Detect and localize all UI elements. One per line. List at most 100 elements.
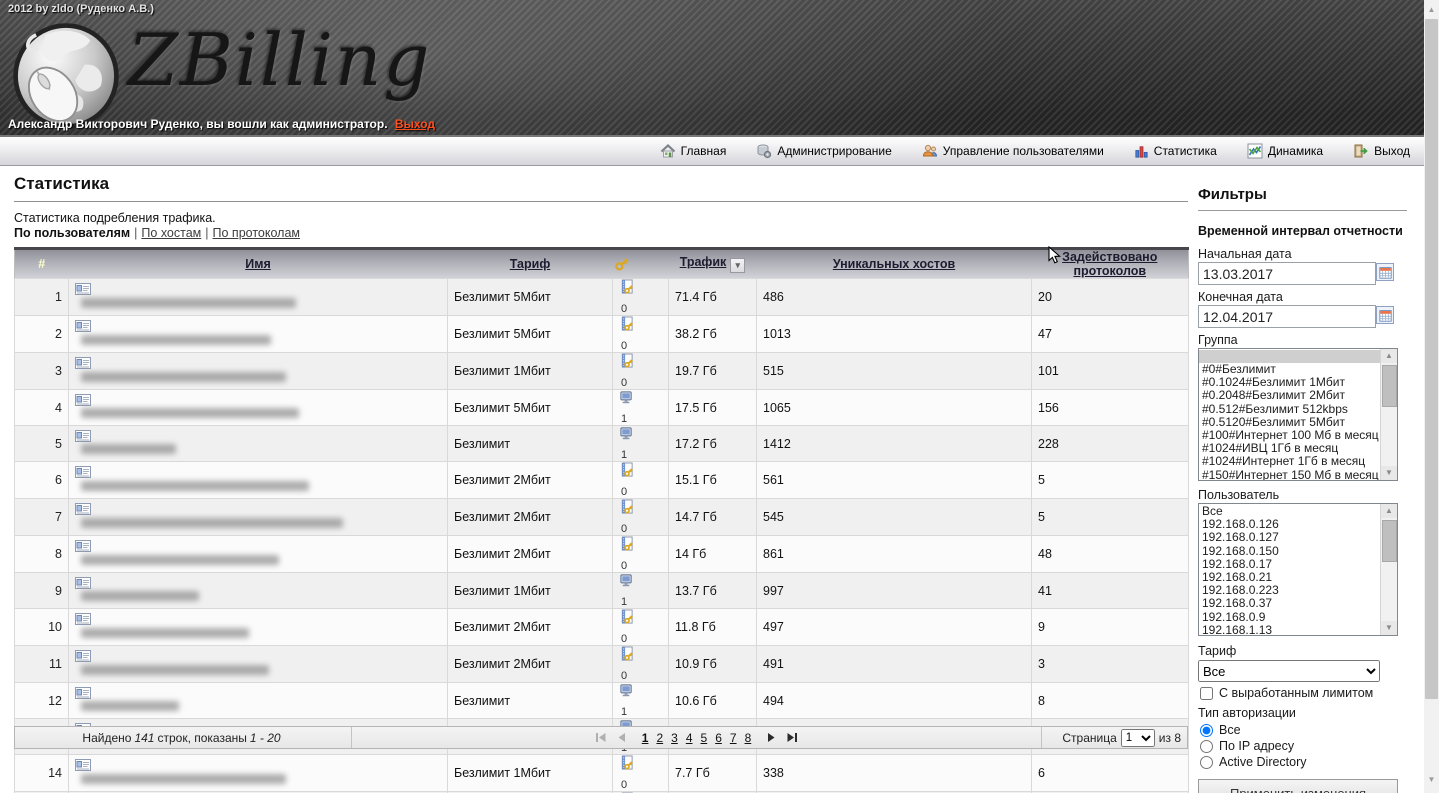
next-page-icon[interactable] [767, 731, 777, 744]
listbox-scrollbar[interactable]: ▲ ▼ [1380, 349, 1397, 480]
scroll-up-icon[interactable]: ▲ [1424, 2, 1439, 18]
prev-page-icon[interactable] [616, 731, 626, 744]
scrollbar-thumb[interactable] [1425, 19, 1438, 699]
listbox-scrollbar[interactable]: ▲ ▼ [1380, 504, 1397, 635]
user-name-cell[interactable] [68, 645, 448, 683]
start-date-calendar-button[interactable] [1376, 263, 1394, 281]
page-link-3[interactable]: 3 [671, 730, 678, 745]
tariff-cell: Безлимит 2Мбит [447, 608, 613, 646]
user-name-cell[interactable] [68, 315, 448, 353]
view-tab-3[interactable]: По протоколам [212, 226, 300, 240]
column-header-tariff[interactable]: Тариф [509, 257, 551, 271]
list-option[interactable]: 192.168.0.9 [1202, 609, 1266, 624]
column-header-protocols[interactable]: Задействовано протоколов [1062, 250, 1158, 278]
sort-indicator-icon[interactable]: ▾ [730, 258, 746, 273]
limit-checkbox[interactable] [1200, 686, 1213, 700]
list-option[interactable]: #150#Интернет 150 Мб в месяц [1202, 467, 1379, 481]
user-name-cell[interactable] [68, 572, 448, 609]
apply-changes-button[interactable]: Применить изменения [1198, 779, 1398, 793]
auth-radio[interactable] [1200, 739, 1213, 753]
nav-item-bar-chart[interactable]: Статистика [1134, 144, 1217, 159]
auth-radio[interactable] [1200, 755, 1213, 769]
vcard-icon [75, 466, 441, 478]
page-scrollbar[interactable]: ▲ ▼ [1424, 0, 1439, 793]
user-listbox[interactable]: Все 192.168.0.126 192.168.0.127 192.168.0.1… [1198, 503, 1398, 636]
protocols-cell: 228 [1031, 425, 1189, 462]
user-name-cell[interactable] [68, 682, 448, 719]
page-link-7[interactable]: 7 [729, 730, 737, 745]
user-name-cell[interactable] [68, 389, 448, 426]
list-option[interactable]: #0#Безлимит [1202, 362, 1276, 376]
list-option[interactable]: 192.168.0.21 [1202, 570, 1273, 585]
auth-count: 1 [621, 413, 628, 425]
column-header-traffic[interactable]: Трафик [679, 255, 727, 269]
column-header-auth[interactable] [612, 247, 669, 279]
nav-item-users[interactable]: Управление пользователями [922, 143, 1104, 159]
list-option[interactable]: 192.168.0.126 [1202, 517, 1279, 532]
page-link-8[interactable]: 8 [744, 730, 752, 745]
end-date-calendar-button[interactable] [1376, 306, 1394, 324]
user-name-cell[interactable] [68, 278, 448, 316]
list-option[interactable]: 192.168.0.223 [1202, 583, 1279, 598]
first-page-icon[interactable] [594, 731, 608, 744]
list-option[interactable]: 192.168.0.37 [1202, 596, 1273, 611]
list-option[interactable]: 192.168.0.127 [1202, 530, 1279, 545]
limit-checkbox-row[interactable]: С выработанным лимитом [1198, 686, 1373, 700]
computer-icon [619, 684, 662, 699]
end-date-input[interactable] [1198, 305, 1376, 328]
user-name-cell[interactable] [68, 352, 448, 390]
list-option[interactable]: #1024#ИВЦ 1Гб в месяц [1202, 441, 1339, 456]
nav-item-home[interactable]: Главная [660, 143, 726, 159]
list-option[interactable]: 192.168.0.150 [1202, 543, 1279, 558]
page-link-5[interactable]: 5 [700, 730, 708, 745]
column-header-hosts[interactable]: Уникальных хостов [832, 257, 956, 271]
scroll-down-icon[interactable]: ▼ [1381, 621, 1397, 635]
page-link-1[interactable]: 1 [641, 730, 649, 745]
user-name-cell[interactable] [68, 461, 448, 499]
list-option[interactable]: #100#Интернет 100 Мб в месяц [1202, 428, 1379, 443]
page-link-2[interactable]: 2 [656, 730, 664, 745]
nav-item-line-chart[interactable]: Динамика [1247, 143, 1323, 159]
view-tab-2[interactable]: По хостам [141, 226, 202, 240]
page-select[interactable]: 1 [1120, 728, 1155, 747]
list-option[interactable]: 192.168.0.17 [1202, 556, 1273, 571]
user-name-cell[interactable] [68, 535, 448, 573]
nav-item-exit[interactable]: Выход [1353, 143, 1410, 159]
scrollbar-thumb[interactable] [1382, 365, 1397, 407]
last-page-icon[interactable] [785, 731, 799, 744]
user-name-cell[interactable] [68, 425, 448, 462]
user-name-cell[interactable] [68, 608, 448, 646]
calendar-icon [1378, 309, 1392, 322]
user-name-cell[interactable] [68, 498, 448, 536]
hosts-cell: 338 [756, 754, 1032, 792]
auth-radio-row-1[interactable]: Все [1198, 723, 1241, 737]
page-link-4[interactable]: 4 [685, 730, 693, 745]
scrollbar-thumb[interactable] [1382, 520, 1397, 562]
page-link-6[interactable]: 6 [715, 730, 722, 745]
list-option[interactable]: #0.1024#Безлимит 1Мбит [1202, 375, 1345, 390]
group-listbox[interactable]: #0#Безлимит #0.1024#Безлимит 1Мбит #0.2048… [1198, 348, 1398, 481]
start-date-input[interactable] [1198, 262, 1376, 285]
scroll-up-icon[interactable]: ▲ [1381, 349, 1397, 363]
scroll-up-icon[interactable]: ▲ [1381, 504, 1397, 518]
scroll-down-icon[interactable]: ▼ [1381, 466, 1397, 480]
traffic-cell: 14.7 Гб [668, 498, 757, 536]
user-name-cell[interactable] [68, 754, 448, 792]
scroll-down-icon[interactable]: ▼ [1424, 772, 1439, 788]
list-option[interactable]: Все [1202, 504, 1223, 518]
list-option[interactable]: #0.5120#Безлимит 5Мбит [1202, 414, 1345, 429]
list-option[interactable]: #0.2048#Безлимит 2Мбит [1202, 388, 1345, 403]
list-option[interactable] [1199, 350, 1380, 363]
auth-radio[interactable] [1200, 723, 1213, 737]
list-option[interactable]: #1024#Интернет 1Гб в месяц [1202, 454, 1366, 469]
view-separator: | [134, 226, 138, 240]
auth-radio-row-3[interactable]: Active Directory [1198, 755, 1307, 769]
list-option[interactable]: #0.512#Безлимит 512kbps [1202, 401, 1348, 416]
logout-link[interactable]: Выход [394, 117, 435, 131]
list-option[interactable]: 192.168.1.13 [1202, 622, 1273, 636]
tariff-select[interactable]: Все [1198, 660, 1380, 682]
nav-item-gear[interactable]: Администрирование [756, 143, 892, 159]
column-header-name[interactable]: Имя [245, 257, 271, 271]
auth-radio-row-2[interactable]: По IP адресу [1198, 739, 1294, 753]
gear-icon [756, 143, 772, 159]
